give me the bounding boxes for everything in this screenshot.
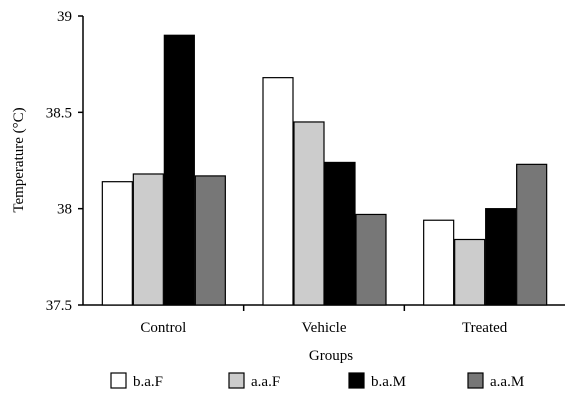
bar-aaF-control (132, 173, 164, 306)
bar-aaM-vehicle (355, 213, 387, 306)
y-tick-label: 38.5 (46, 105, 72, 121)
bar-baF-control (101, 181, 133, 306)
legend-swatch-baM (348, 372, 365, 389)
x-tick-label: Treated (462, 320, 508, 336)
legend-label: b.a.F (133, 374, 163, 390)
y-axis-title: Temperature (°C) (11, 107, 27, 212)
bar-baM-vehicle (324, 161, 356, 306)
bar-baF-vehicle (262, 77, 294, 306)
bar-aaM-control (194, 175, 226, 306)
bar-aaF-treated (454, 238, 486, 306)
y-tick-label: 39 (57, 9, 72, 25)
bar-baM-treated (485, 208, 517, 306)
x-tick-label: Control (140, 320, 186, 336)
legend-swatch-baF (110, 372, 127, 389)
bar-baF-treated (423, 219, 455, 306)
legend-swatch-aaF (228, 372, 245, 389)
x-tick-label: Vehicle (302, 320, 347, 336)
legend-label: a.a.F (251, 374, 280, 390)
legend-label: a.a.M (490, 374, 524, 390)
bar-aaF-vehicle (293, 121, 325, 306)
y-tick-label: 37.5 (46, 298, 72, 314)
bar-aaM-treated (516, 163, 548, 306)
legend-label: b.a.M (371, 374, 406, 390)
legend-swatch-aaM (467, 372, 484, 389)
y-tick-label: 38 (57, 202, 72, 218)
bar-baM-control (163, 34, 195, 306)
x-axis-title: Groups (309, 348, 353, 364)
